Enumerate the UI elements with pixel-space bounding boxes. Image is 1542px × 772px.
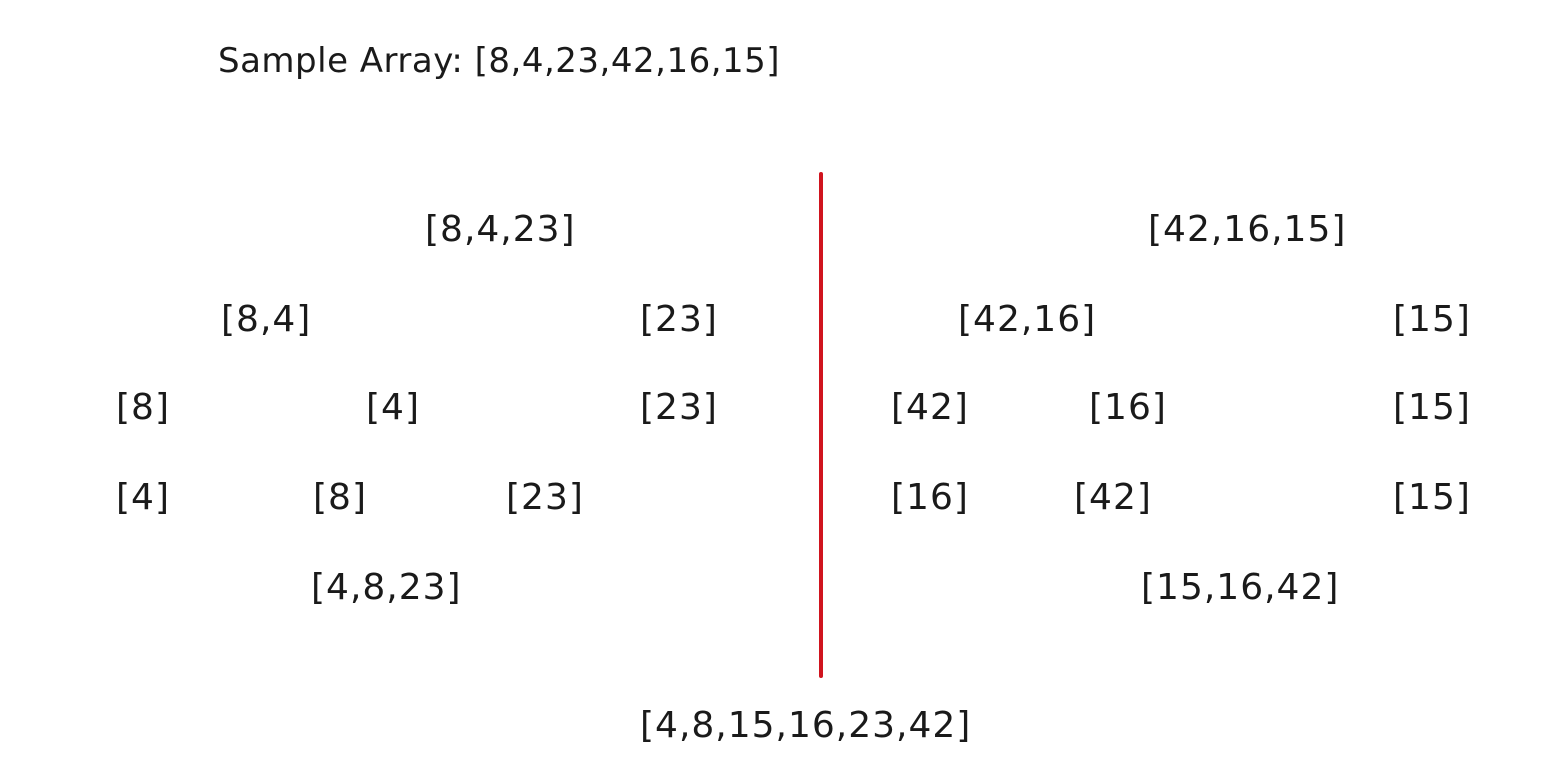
left-sorted-2: [8]: [313, 477, 367, 518]
right-merged: [15,16,42]: [1141, 567, 1340, 608]
right-sorted-1: [16]: [891, 477, 969, 518]
right-split-b: [15]: [1393, 299, 1471, 340]
diagram-title: Sample Array: [8,4,23,42,16,15]: [218, 41, 781, 81]
left-sorted-1: [4]: [116, 477, 170, 518]
left-split-b: [23]: [640, 299, 718, 340]
right-sorted-2: [42]: [1074, 477, 1152, 518]
left-sorted-3: [23]: [506, 477, 584, 518]
left-leaf-1: [8]: [116, 387, 170, 428]
left-merged: [4,8,23]: [311, 567, 462, 608]
left-split-a: [8,4]: [221, 299, 312, 340]
left-leaf-3: [23]: [640, 387, 718, 428]
final-sorted-result: [4,8,15,16,23,42]: [640, 705, 972, 746]
right-split-root: [42,16,15]: [1148, 209, 1347, 250]
center-divider: [819, 172, 823, 678]
right-leaf-1: [42]: [891, 387, 969, 428]
right-leaf-2: [16]: [1089, 387, 1167, 428]
left-split-root: [8,4,23]: [425, 209, 576, 250]
right-sorted-3: [15]: [1393, 477, 1471, 518]
right-split-a: [42,16]: [958, 299, 1097, 340]
right-leaf-3: [15]: [1393, 387, 1471, 428]
left-leaf-2: [4]: [366, 387, 420, 428]
